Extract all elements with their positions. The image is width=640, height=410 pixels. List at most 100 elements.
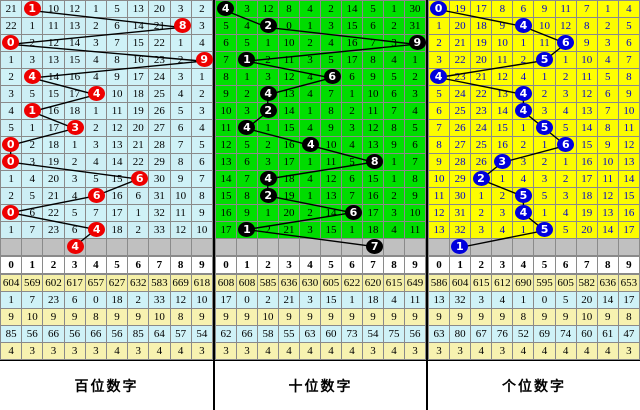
cell-hundreds-r1-c6: 14 <box>127 17 150 35</box>
cell-units-r5-c0: 5 <box>427 85 451 103</box>
stat-max-consecutive-hundreds-9: 3 <box>190 342 214 360</box>
cell-hundreds-r5-c5: 10 <box>105 85 129 103</box>
digit-header-hundreds-6[interactable]: 6 <box>127 256 150 274</box>
cell-tens-r3-c8: 4 <box>383 51 405 69</box>
digit-header-hundreds-7[interactable]: 7 <box>148 256 171 274</box>
hit-ball-units-row11[interactable]: 5 <box>514 188 532 203</box>
digit-header-hundreds-2[interactable]: 2 <box>42 256 65 274</box>
cell-units-r2-c8: 3 <box>596 34 619 52</box>
hit-ball-hundreds-row14[interactable]: 4 <box>66 239 84 254</box>
cell-tens-r7-c3: 15 <box>278 119 300 137</box>
digit-header-units-5[interactable]: 5 <box>533 256 556 274</box>
stat-appearance-tens-7: 620 <box>362 274 384 292</box>
hit-ball-tens-row6[interactable]: 2 <box>259 103 277 118</box>
digit-header-units-8[interactable]: 8 <box>596 256 619 274</box>
cell-units-r10-c0: 10 <box>427 170 451 188</box>
cell-units-r12-c2: 2 <box>470 204 493 222</box>
cell-tens-r10-c8: 1 <box>383 170 405 188</box>
hit-ball-tens-row4[interactable]: 6 <box>323 69 341 84</box>
cell-tens-r13-c3: 21 <box>278 221 300 239</box>
digit-header-tens-7[interactable]: 7 <box>362 256 384 274</box>
hit-ball-units-row0[interactable]: 0 <box>430 1 448 16</box>
digit-header-hundreds-9[interactable]: 9 <box>190 256 214 274</box>
hit-ball-hundreds-row3[interactable]: 9 <box>195 52 213 67</box>
hit-ball-units-row7[interactable]: 5 <box>536 120 554 135</box>
digit-header-units-7[interactable]: 7 <box>575 256 598 274</box>
hit-ball-tens-row12[interactable]: 6 <box>344 205 362 220</box>
digit-header-units-0[interactable]: 0 <box>427 256 451 274</box>
digit-header-tens-1[interactable]: 1 <box>236 256 258 274</box>
digit-header-units-2[interactable]: 2 <box>470 256 493 274</box>
digit-header-units-4[interactable]: 4 <box>512 256 535 274</box>
stat-max-missing-hundreds-1: 56 <box>21 325 44 343</box>
digit-header-hundreds-4[interactable]: 4 <box>84 256 107 274</box>
cell-tens-r6-c7: 11 <box>362 102 384 120</box>
hit-ball-units-row9[interactable]: 3 <box>493 154 511 169</box>
cell-tens-r3-c9: 1 <box>404 51 426 69</box>
table-row: 4 <box>0 238 214 256</box>
hit-ball-units-row4[interactable]: 4 <box>430 69 448 84</box>
stat-max-consecutive-units-1: 3 <box>449 342 472 360</box>
cell-hundreds-r2-c1: 2 <box>21 34 44 52</box>
hit-ball-units-row3[interactable]: 5 <box>536 52 554 67</box>
digit-header-tens-2[interactable]: 2 <box>257 256 279 274</box>
stat-appearance-tens-6: 622 <box>341 274 363 292</box>
cell-units-r3-c3: 11 <box>491 51 514 69</box>
digit-header-units-6[interactable]: 6 <box>554 256 577 274</box>
hit-ball-tens-row10[interactable]: 4 <box>259 171 277 186</box>
cell-hundreds-r9-c4: 4 <box>84 153 107 171</box>
cell-units-r7-c7: 14 <box>575 119 598 137</box>
cell-units-r9-c6: 1 <box>554 153 577 171</box>
cell-units-r6-c5: 3 <box>533 102 556 120</box>
cell-units-r13-c9: 17 <box>617 221 640 239</box>
hit-ball-hundreds-row6[interactable]: 1 <box>23 103 41 118</box>
stat-max-consecutive-tens-6: 4 <box>341 342 363 360</box>
stat-current-missing-tens-0: 17 <box>215 291 237 309</box>
stat-appearance-units-1: 604 <box>449 274 472 292</box>
digit-header-tens-4[interactable]: 4 <box>299 256 321 274</box>
stat-max-missing-hundreds-7: 64 <box>148 325 171 343</box>
cell-hundreds-r1-c2: 11 <box>42 17 65 35</box>
digit-header-units-9[interactable]: 9 <box>617 256 640 274</box>
cell-hundreds-r1-c0: 22 <box>0 17 23 35</box>
stat-max-missing-tens-7: 54 <box>362 325 384 343</box>
stat-current-missing-tens-7: 18 <box>362 291 384 309</box>
hit-ball-units-row13[interactable]: 5 <box>536 222 554 237</box>
hit-ball-tens-row1[interactable]: 2 <box>259 18 277 33</box>
hit-ball-hundreds-row7[interactable]: 3 <box>66 120 84 135</box>
digit-header-hundreds-5[interactable]: 5 <box>105 256 129 274</box>
hit-ball-units-row12[interactable]: 4 <box>514 205 532 220</box>
digit-header-tens-9[interactable]: 9 <box>404 256 426 274</box>
digit-header-tens-5[interactable]: 5 <box>320 256 342 274</box>
stat-average-missing-row: 9 9 10 9 9 9 9 9 9 9 <box>215 308 426 326</box>
hit-ball-units-row1[interactable]: 4 <box>514 18 532 33</box>
digit-header-tens-8[interactable]: 8 <box>383 256 405 274</box>
stat-current-missing-units-4: 1 <box>512 291 535 309</box>
digit-header-units-1[interactable]: 1 <box>449 256 472 274</box>
hit-ball-hundreds-row0[interactable]: 1 <box>23 1 41 16</box>
cell-units-r1-c3: 9 <box>491 17 514 35</box>
stat-appearance-hundreds-6: 632 <box>127 274 150 292</box>
cell-units-r9-c7: 16 <box>575 153 598 171</box>
hit-ball-tens-row5[interactable]: 4 <box>259 86 277 101</box>
digit-header-hundreds-1[interactable]: 1 <box>21 256 44 274</box>
stat-max-missing-row: 62 66 58 55 63 60 73 54 75 56 <box>215 325 426 343</box>
digit-header-tens-3[interactable]: 3 <box>278 256 300 274</box>
cell-units-r6-c6: 4 <box>554 102 577 120</box>
hit-ball-tens-row2[interactable]: 9 <box>408 35 426 50</box>
cell-units-r4-c5: 1 <box>533 68 556 86</box>
hit-ball-hundreds-row4[interactable]: 4 <box>23 69 41 84</box>
hit-ball-units-row6[interactable]: 4 <box>514 103 532 118</box>
digit-header-tens-6[interactable]: 6 <box>341 256 363 274</box>
digit-header-hundreds-3[interactable]: 3 <box>63 256 86 274</box>
hit-ball-units-row5[interactable]: 4 <box>514 86 532 101</box>
digit-header-hundreds-8[interactable]: 8 <box>169 256 192 274</box>
cell-tens-r14-c5 <box>320 238 342 256</box>
hit-ball-tens-row11[interactable]: 2 <box>259 188 277 203</box>
cell-hundreds-r3-c3: 15 <box>63 51 86 69</box>
digit-header-units-3[interactable]: 3 <box>491 256 514 274</box>
digit-header-hundreds-0[interactable]: 0 <box>0 256 23 274</box>
digit-header-tens-0[interactable]: 0 <box>215 256 237 274</box>
cell-hundreds-r9-c5: 14 <box>105 153 129 171</box>
hit-ball-units-row10[interactable]: 2 <box>472 171 490 186</box>
